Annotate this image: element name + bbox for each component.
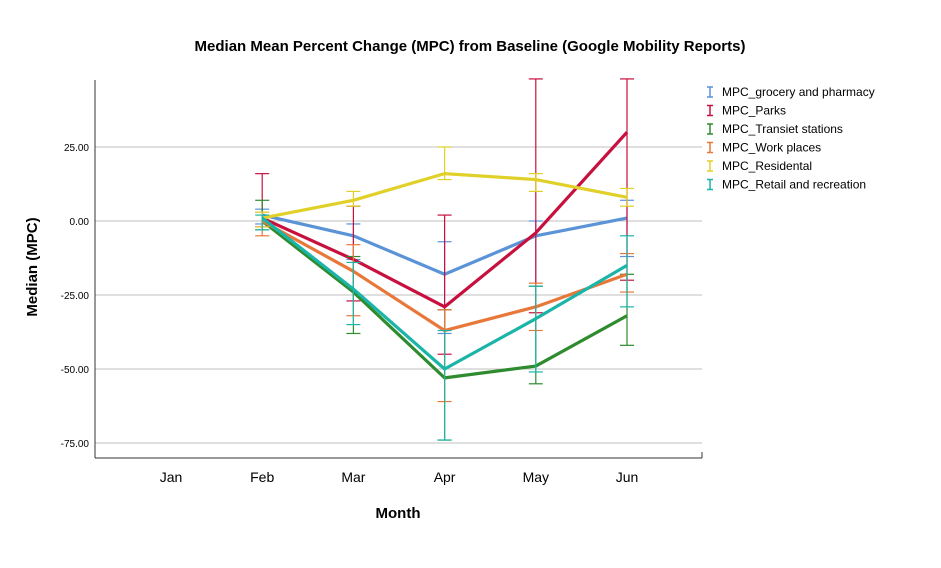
- axes: 25.00 0.00 -25.00 -50.00 -75.00 Jan Feb Mar Apr M…: [61, 80, 703, 485]
- y-tick-label: -75.00: [61, 439, 90, 450]
- series-line: [261, 172, 628, 220]
- series-group: [255, 78, 634, 441]
- x-tick-label: Feb: [250, 469, 274, 485]
- legend-label: MPC_grocery and pharmacy: [722, 85, 875, 99]
- legend-label: MPC_Transiet stations: [722, 122, 843, 136]
- chart-title: Median Mean Percent Change (MPC) from Ba…: [195, 38, 746, 55]
- legend-item: MPC_Work places: [707, 141, 821, 155]
- x-tick-label: Jan: [160, 469, 183, 485]
- y-axis-label: Median (MPC): [24, 217, 41, 316]
- y-tick-label: -50.00: [61, 365, 90, 376]
- x-tick-label: May: [523, 469, 549, 485]
- x-axis-label: Month: [376, 505, 421, 522]
- series-6: [255, 214, 634, 441]
- error-bars: [255, 214, 634, 441]
- legend-item: MPC_grocery and pharmacy: [707, 85, 875, 99]
- y-tick-label: -25.00: [61, 291, 90, 302]
- y-tick-label: 0.00: [70, 217, 90, 228]
- legend: MPC_grocery and pharmacy MPC_Parks MPC_Tra…: [707, 85, 875, 192]
- legend-item: MPC_Transiet stations: [707, 122, 843, 136]
- x-tick-label: Mar: [341, 469, 365, 485]
- x-tick-label: Jun: [616, 469, 639, 485]
- y-tick-label: 25.00: [64, 143, 89, 154]
- x-tick-label: Apr: [434, 469, 456, 485]
- legend-label: MPC_Work places: [722, 141, 821, 155]
- legend-label: MPC_Retail and recreation: [722, 178, 866, 192]
- legend-label: MPC_Residental: [722, 159, 812, 173]
- legend-item: MPC_Retail and recreation: [707, 178, 866, 192]
- gridlines: [95, 146, 702, 444]
- legend-item: MPC_Residental: [707, 159, 812, 173]
- legend-item: MPC_Parks: [707, 104, 786, 118]
- legend-label: MPC_Parks: [722, 104, 786, 118]
